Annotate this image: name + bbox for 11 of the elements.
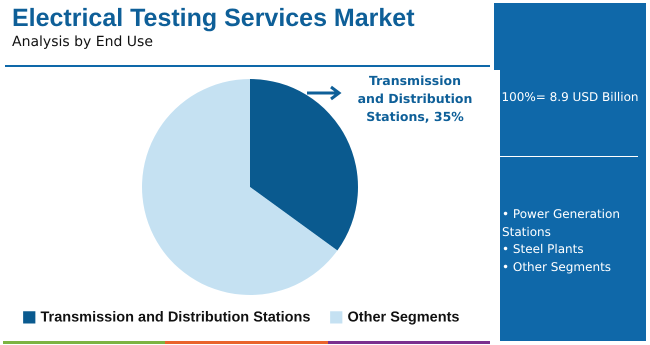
text: • Other Segments [502, 258, 612, 276]
text: Transmission and Distribution Stations, 35% [356, 72, 474, 126]
chart-title: Electrical Testing Services Market [12, 4, 415, 33]
chart-subtitle: Analysis by End Use [12, 34, 153, 50]
legend-label: Other Segments [348, 309, 460, 326]
pie-slice [250, 79, 358, 250]
text: 100%= 8.9 USD Billion [500, 90, 640, 104]
text: • Power Generation Stations [502, 206, 621, 240]
text: • Steel Plants [502, 241, 585, 258]
legend-label: Transmission and Distribution Stations [40, 309, 310, 326]
pie-slice [142, 79, 338, 295]
